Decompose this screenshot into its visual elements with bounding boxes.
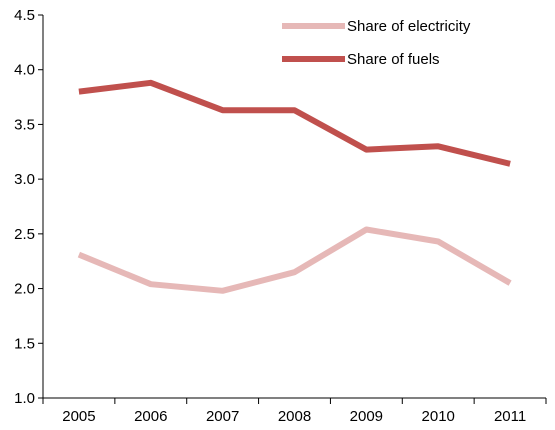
legend-label-electricity: Share of electricity bbox=[347, 18, 471, 35]
x-axis-ticks: 2005 2006 2007 2008 2009 2010 2011 bbox=[42, 398, 547, 425]
y-tick-label: 3.0 bbox=[14, 171, 35, 188]
series-line-fuels bbox=[78, 79, 511, 167]
x-tick-label: 2006 bbox=[134, 408, 167, 425]
x-tick-label: 2010 bbox=[422, 408, 455, 425]
x-tick-label: 2011 bbox=[494, 408, 526, 425]
y-tick-label: 2.5 bbox=[14, 226, 35, 243]
y-tick-label: 4.0 bbox=[14, 62, 35, 79]
legend-label-fuels: Share of fuels bbox=[347, 51, 440, 68]
legend-item-fuels: Share of fuels bbox=[282, 51, 440, 68]
y-tick-label: 3.5 bbox=[14, 116, 35, 133]
x-tick-label: 2009 bbox=[350, 408, 383, 425]
legend-item-electricity: Share of electricity bbox=[282, 18, 471, 35]
plot-area: 1.01.52.02.53.03.54.04.5 2005 2006 2007 200… bbox=[14, 7, 547, 425]
legend: Share of electricity Share of fuels bbox=[282, 18, 471, 68]
series-line-electricity bbox=[77, 226, 512, 294]
x-tick-label: 2007 bbox=[206, 408, 239, 425]
y-tick-label: 4.5 bbox=[14, 7, 35, 24]
y-tick-label: 1.5 bbox=[14, 335, 35, 352]
series-lines bbox=[77, 79, 512, 294]
y-tick-label: 2.0 bbox=[14, 281, 35, 298]
y-tick-label: 1.0 bbox=[14, 390, 35, 407]
x-tick-label: 2005 bbox=[62, 408, 95, 425]
y-axis-ticks: 1.0 1.5 2.0 2.5 3.0 3.5 4.0 4.5 bbox=[14, 7, 43, 407]
x-tick-label: 2008 bbox=[278, 408, 311, 425]
